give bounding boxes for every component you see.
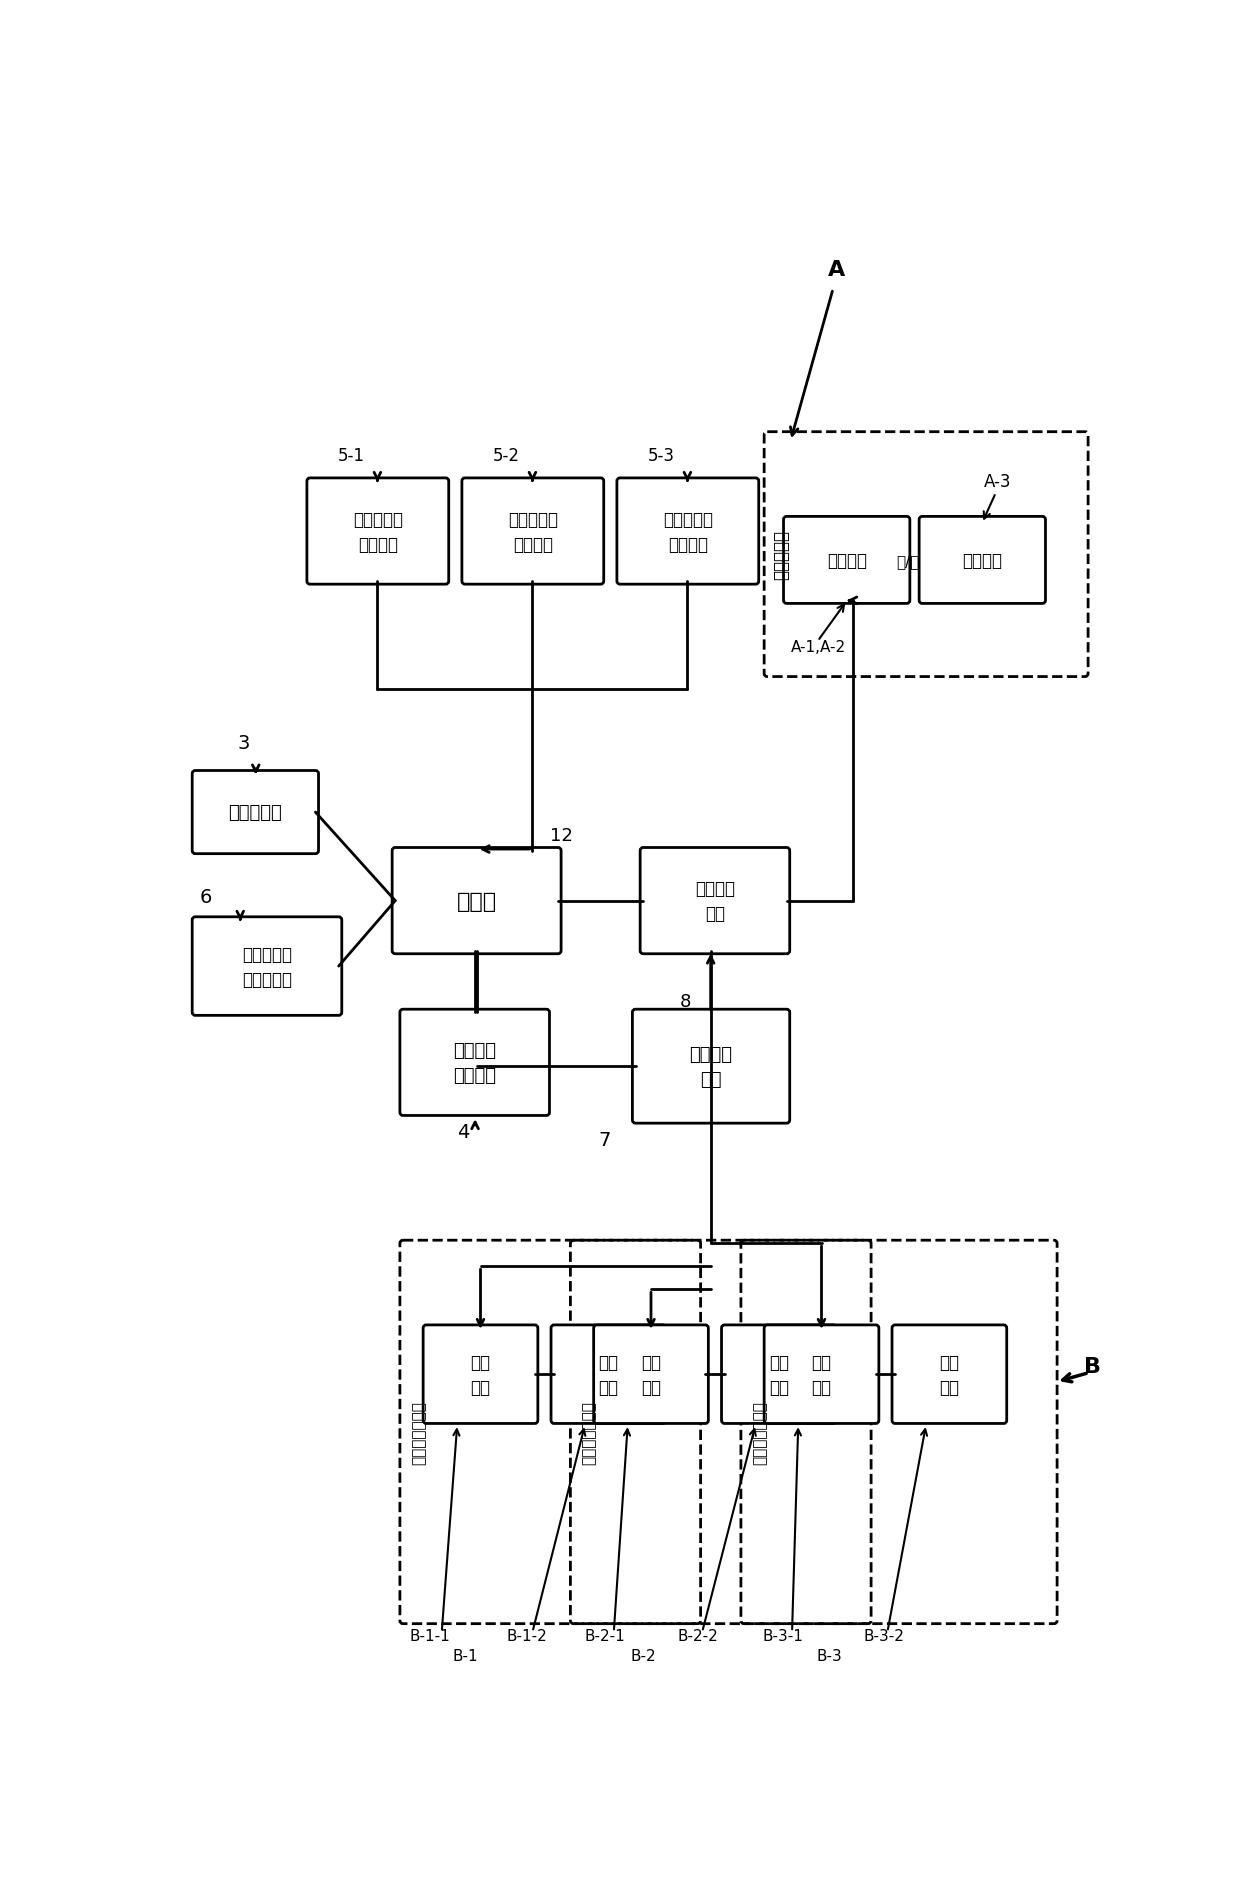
FancyBboxPatch shape — [784, 516, 910, 604]
FancyBboxPatch shape — [764, 1325, 879, 1424]
Text: B: B — [1084, 1357, 1101, 1376]
Text: 和/或: 和/或 — [895, 554, 919, 569]
FancyBboxPatch shape — [594, 1325, 708, 1424]
Text: 负电颗粒浓
度传感器: 负电颗粒浓 度传感器 — [663, 511, 713, 552]
FancyBboxPatch shape — [463, 478, 604, 585]
FancyBboxPatch shape — [618, 478, 759, 585]
FancyBboxPatch shape — [919, 516, 1045, 604]
FancyBboxPatch shape — [632, 1010, 790, 1124]
FancyBboxPatch shape — [892, 1325, 1007, 1424]
Text: 放电
一组: 放电 一组 — [470, 1353, 491, 1395]
Text: 收集
三组: 收集 三组 — [940, 1353, 960, 1395]
Text: 7: 7 — [599, 1129, 610, 1148]
Text: 正电颗粒浓
度传感器: 正电颗粒浓 度传感器 — [353, 511, 403, 552]
Text: 中性颗粒浓
度传感器: 中性颗粒浓 度传感器 — [508, 511, 558, 552]
Text: 可控高压
电源: 可控高压 电源 — [689, 1046, 733, 1088]
Text: 偏转磁场: 偏转磁场 — [962, 552, 1002, 569]
FancyBboxPatch shape — [551, 1325, 666, 1424]
Text: 转动导流板: 转动导流板 — [228, 803, 283, 822]
Text: 颗粒偏转区: 颗粒偏转区 — [773, 530, 790, 579]
Text: 4: 4 — [458, 1122, 470, 1141]
Text: 电源继电
器组: 电源继电 器组 — [694, 879, 735, 922]
FancyBboxPatch shape — [640, 848, 790, 955]
Text: B-2-1: B-2-1 — [584, 1628, 625, 1644]
Text: 正电颗粒收集区: 正电颗粒收集区 — [410, 1401, 427, 1463]
Text: 收集
二组: 收集 二组 — [769, 1353, 789, 1395]
Text: B-1-1: B-1-1 — [409, 1628, 450, 1644]
Text: 中性颗粒收集区: 中性颗粒收集区 — [582, 1401, 596, 1463]
Text: 6: 6 — [200, 888, 212, 907]
Text: 5-2: 5-2 — [492, 446, 520, 465]
Text: 12: 12 — [551, 828, 573, 845]
Text: 5-3: 5-3 — [647, 446, 675, 465]
FancyBboxPatch shape — [399, 1010, 549, 1116]
Text: 控制器: 控制器 — [456, 892, 497, 911]
Text: B-3-1: B-3-1 — [763, 1628, 804, 1644]
Text: B-3-2: B-3-2 — [863, 1628, 904, 1644]
Text: B-2: B-2 — [630, 1647, 656, 1663]
FancyBboxPatch shape — [392, 848, 560, 955]
Text: A-1,A-2: A-1,A-2 — [791, 640, 846, 655]
Text: 8: 8 — [681, 993, 692, 1010]
Text: B-1-2: B-1-2 — [507, 1628, 547, 1644]
Text: A: A — [828, 260, 846, 281]
Text: B-1: B-1 — [453, 1647, 477, 1663]
Text: 放电
三组: 放电 三组 — [811, 1353, 832, 1395]
Text: B-2-2: B-2-2 — [677, 1628, 718, 1644]
Text: 主颗粒浓
度传感器: 主颗粒浓 度传感器 — [453, 1042, 496, 1084]
Text: 放电
二组: 放电 二组 — [641, 1353, 661, 1395]
Text: 3: 3 — [238, 735, 250, 754]
FancyBboxPatch shape — [192, 917, 342, 1015]
Text: A-3: A-3 — [985, 473, 1012, 492]
Text: 5-1: 5-1 — [337, 446, 365, 465]
FancyBboxPatch shape — [306, 478, 449, 585]
FancyBboxPatch shape — [423, 1325, 538, 1424]
Text: 偏转电极: 偏转电极 — [827, 552, 867, 569]
Text: B-3: B-3 — [816, 1647, 842, 1663]
FancyBboxPatch shape — [192, 771, 319, 854]
Text: 后部颗粒浓
度传感器组: 后部颗粒浓 度传感器组 — [242, 945, 291, 989]
Text: 收集
一组: 收集 一组 — [599, 1353, 619, 1395]
Text: 负电颗粒收集区: 负电颗粒收集区 — [751, 1401, 768, 1463]
FancyBboxPatch shape — [722, 1325, 836, 1424]
